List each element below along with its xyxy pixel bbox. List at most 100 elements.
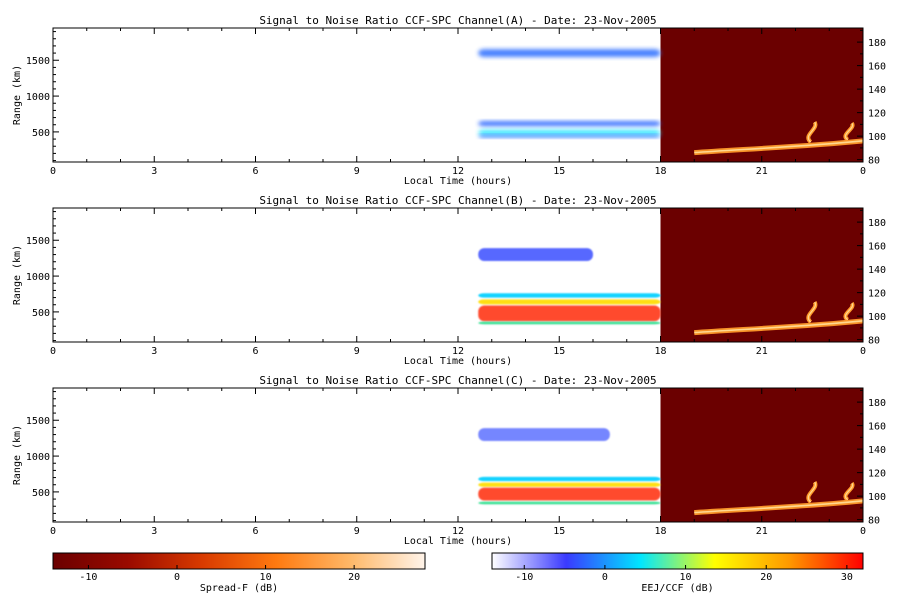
x-tick-label: 21 — [756, 166, 768, 177]
colorbar-gradient — [52, 552, 426, 570]
x-tick-label: 21 — [756, 526, 768, 537]
y-tick-label: 1500 — [26, 236, 50, 247]
eej-echo-core — [694, 320, 864, 334]
y-tick-label: 1000 — [26, 272, 50, 283]
ccf-echo — [478, 293, 661, 298]
right-y-tick-label: 140 — [868, 445, 886, 456]
x-tick-label: 12 — [452, 526, 464, 537]
y-tick-label: 1500 — [26, 416, 50, 427]
panel-title: Signal to Noise Ratio CCF-SPC Channel(C)… — [259, 374, 656, 387]
colorbar-tick-label: -10 — [79, 572, 97, 583]
x-tick-label: 12 — [452, 346, 464, 357]
x-axis-label: Local Time (hours) — [404, 536, 512, 547]
right-y-tick-label: 140 — [868, 265, 886, 276]
right-y-tick-label: 100 — [868, 312, 886, 323]
colorbar-label: EEJ/CCF (dB) — [641, 583, 713, 594]
eej-region — [660, 388, 863, 522]
panel-0: Signal to Noise Ratio CCF-SPC Channel(A)… — [12, 14, 886, 187]
y-axis-label: Range (km) — [12, 425, 23, 485]
x-tick-label: 12 — [452, 166, 464, 177]
y-tick-label: 500 — [32, 308, 50, 319]
ccf-echo — [478, 299, 661, 305]
panel-title: Signal to Noise Ratio CCF-SPC Channel(B)… — [259, 194, 656, 207]
panel-2: Signal to Noise Ratio CCF-SPC Channel(C)… — [12, 374, 886, 547]
eej-region — [660, 208, 863, 342]
eej-echo-core — [694, 500, 864, 514]
colorbar-1: -10 0 10 20 30 EEJ/CCF (dB) — [491, 552, 864, 594]
x-tick-label: 0 — [50, 346, 56, 357]
ccf-echo — [478, 428, 610, 442]
eej-region — [660, 28, 863, 162]
right-y-tick-label: 180 — [868, 398, 886, 409]
x-tick-label: 0 — [860, 346, 866, 357]
colorbar-tick-label: 10 — [260, 572, 272, 583]
x-tick-label: 0 — [50, 166, 56, 177]
x-tick-label: 6 — [252, 166, 258, 177]
colorbar-tick-label: 0 — [602, 572, 608, 583]
eej-echo-core — [694, 140, 864, 154]
y-tick-label: 500 — [32, 128, 50, 139]
right-y-tick-label: 120 — [868, 469, 886, 480]
x-tick-label: 3 — [151, 166, 157, 177]
y-tick-label: 1500 — [26, 56, 50, 67]
x-tick-label: 15 — [553, 526, 565, 537]
x-tick-label: 18 — [654, 526, 666, 537]
colorbar-tick-label: -10 — [515, 572, 533, 583]
x-tick-label: 6 — [252, 526, 258, 537]
y-axis-label: Range (km) — [12, 245, 23, 305]
right-y-tick-label: 80 — [868, 336, 880, 347]
right-y-tick-label: 100 — [868, 492, 886, 503]
right-y-tick-label: 160 — [868, 242, 886, 253]
right-y-tick-label: 100 — [868, 132, 886, 143]
colorbar-tick-label: 0 — [174, 572, 180, 583]
ccf-echo — [478, 134, 661, 138]
y-tick-label: 500 — [32, 488, 50, 499]
ccf-echo — [478, 121, 661, 127]
x-tick-label: 0 — [860, 526, 866, 537]
right-y-tick-label: 160 — [868, 62, 886, 73]
x-axis-label: Local Time (hours) — [404, 356, 512, 367]
ccf-echo — [478, 487, 661, 501]
eej-echo-core — [844, 122, 854, 141]
ccf-echo — [478, 305, 661, 322]
colorbar-0: -10 0 10 20 Spread-F (dB) — [52, 552, 426, 594]
colorbar-tick-label: 30 — [841, 572, 853, 583]
x-tick-label: 9 — [354, 526, 360, 537]
y-tick-label: 1000 — [26, 92, 50, 103]
ccf-echo — [478, 501, 661, 505]
x-tick-label: 6 — [252, 346, 258, 357]
x-tick-label: 0 — [50, 526, 56, 537]
x-tick-label: 3 — [151, 526, 157, 537]
ccf-echo — [478, 49, 661, 58]
ccf-echo — [478, 482, 661, 487]
colorbar-gradient — [491, 552, 864, 570]
eej-echo-core — [807, 121, 817, 143]
x-tick-label: 0 — [860, 166, 866, 177]
ccf-echo — [478, 129, 661, 136]
x-axis-label: Local Time (hours) — [404, 176, 512, 187]
eej-echo-core — [844, 302, 854, 321]
ccf-echo — [478, 321, 661, 325]
x-tick-label: 9 — [354, 346, 360, 357]
eej-echo-core — [807, 301, 817, 323]
ccf-echo — [478, 248, 593, 262]
eej-echo-core — [807, 481, 817, 503]
colorbar-label: Spread-F (dB) — [200, 583, 278, 594]
x-tick-label: 21 — [756, 346, 768, 357]
x-tick-label: 15 — [553, 166, 565, 177]
right-y-tick-label: 80 — [868, 516, 880, 527]
x-tick-label: 18 — [654, 346, 666, 357]
right-y-tick-label: 180 — [868, 218, 886, 229]
colorbar-tick-label: 20 — [760, 572, 772, 583]
y-axis-label: Range (km) — [12, 65, 23, 125]
right-y-tick-label: 120 — [868, 289, 886, 300]
right-y-tick-label: 160 — [868, 422, 886, 433]
eej-echo-core — [844, 482, 854, 501]
right-y-tick-label: 180 — [868, 38, 886, 49]
y-tick-label: 1000 — [26, 452, 50, 463]
x-tick-label: 9 — [354, 166, 360, 177]
right-y-tick-label: 140 — [868, 85, 886, 96]
panel-1: Signal to Noise Ratio CCF-SPC Channel(B)… — [12, 194, 886, 367]
ccf-echo — [478, 476, 661, 482]
